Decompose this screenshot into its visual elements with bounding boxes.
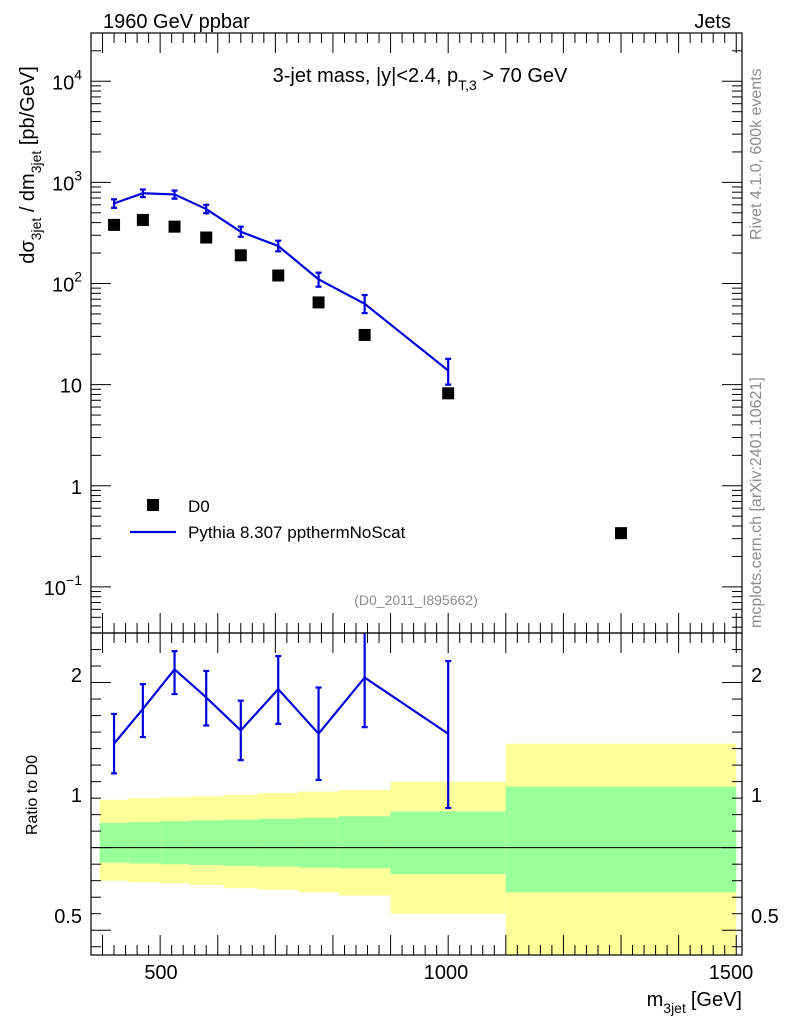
legend-label-mc: Pythia 8.307 ppthermNoScat [188,523,406,542]
data-point-d0 [312,296,325,309]
ratio-ytick-label-left-2: 2 [71,665,82,687]
data-point-d0 [108,218,121,231]
ylabel-part-4: [pb/GeV] [17,66,39,151]
mcplots-label: mcplots.cern.ch [arXiv:2401.10621] [748,377,765,628]
ratio-band-inner [99,822,129,863]
chart-title-tail: > 70 GeV [477,65,568,87]
ylabel-part-1: 3jet [28,218,44,241]
data-point-d0 [136,213,149,226]
ratio-ytick-label-left-1: 1 [71,785,82,807]
xlabel-unit: [GeV] [691,989,742,1011]
ratio-panel: 2 1 0.5 2 1 0.5 Ratio to D0 500 1000 150… [24,632,779,1016]
rivet-version-label: Rivet 4.1.0, 600k events [748,68,765,240]
ratio-band-inner [160,821,189,865]
ratio-band-inner [128,822,161,864]
legend: D0 Pythia 8.307 ppthermNoScat [130,497,406,542]
xlabel-sub: 3jet [663,1000,686,1016]
header-left: 1960 GeV ppbar [103,11,250,33]
ylabel-part-0: dσ [17,240,39,264]
xtick-label-1000: 1000 [424,962,469,984]
main-plot-area [108,188,628,540]
chart-title-sub: T,3 [458,77,477,93]
main-y-axis-label: dσ3jet / dm3jet [pb/GeV] [17,66,44,264]
xlabel-main: m [647,989,664,1011]
ratio-band-inner [298,817,339,868]
xtick-label-500: 500 [144,962,177,984]
data-point-d0 [358,328,371,341]
ratio-bands [99,743,737,955]
ratio-ytick-label-right-0.5: 0.5 [751,906,779,928]
main-ytick-label: 1 [71,477,82,499]
legend-label-d0: D0 [188,497,210,516]
ratio-band-inner [223,819,259,866]
ratio-ytick-label-left-0.5: 0.5 [54,906,82,928]
data-point-d0 [272,269,285,282]
main-ytick-label: 104 [52,66,82,94]
ratio-frame [90,632,743,956]
main-ytick-label: 103 [52,167,82,195]
data-point-d0 [168,220,181,233]
ratio-band-inner [338,816,391,869]
chart-title: 3-jet mass, |y|<2.4, pT,3 > 70 GeV [273,65,568,93]
data-point-d0 [234,249,247,262]
legend-marker-d0 [147,499,159,511]
data-point-d0 [442,387,455,400]
ylabel-part-2: / dm [17,173,39,217]
main-ticks [91,32,742,633]
ylabel-part-3: 3jet [28,151,44,174]
main-frame [90,32,743,634]
ratio-ytick-label-right-1: 1 [751,785,762,807]
analysis-tag: (D0_2011_I895662) [354,592,478,608]
xtick-label-1500: 1500 [709,962,754,984]
main-ytick-label: 10 [60,376,82,398]
ratio-band-inner [258,818,299,867]
main-ytick-label: 102 [52,269,82,297]
x-axis-label: m3jet [GeV] [647,989,742,1016]
ratio-ytick-label-right-2: 2 [751,665,762,687]
ratio-mc-line [113,667,449,745]
data-point-d0 [615,527,628,540]
ratio-band-inner [390,811,506,875]
ratio-y-axis-label: Ratio to D0 [24,755,41,835]
header-right: Jets [694,11,731,33]
chart-title-main: 3-jet mass, |y|<2.4, p [273,65,458,87]
data-point-d0 [200,231,213,244]
ratio-band-inner [505,786,737,893]
mc-line [113,192,449,372]
ratio-plot-area [111,633,452,810]
ratio-band-inner [188,820,224,866]
main-ytick-label: 10−1 [44,572,82,600]
ratio-ticks [91,633,742,955]
